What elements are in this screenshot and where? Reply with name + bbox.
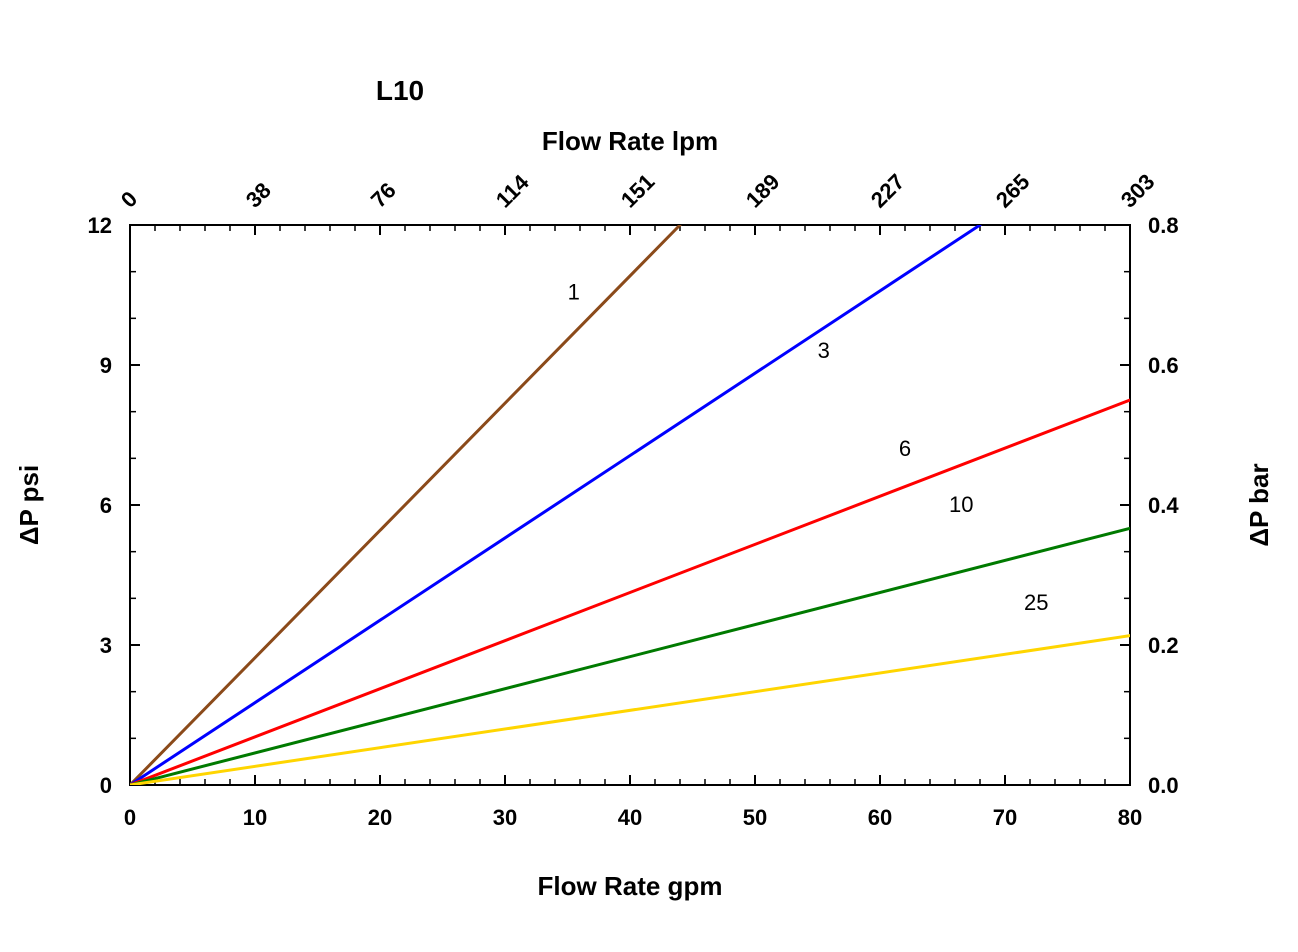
- chart-title: L10: [376, 75, 424, 106]
- y-left-axis-label: ΔP psi: [14, 465, 44, 545]
- x-bottom-tick-label: 0: [124, 805, 136, 830]
- y-right-tick-label: 0.6: [1148, 353, 1179, 378]
- y-right-axis-label: ΔP bar: [1244, 463, 1274, 546]
- x-bottom-tick-label: 30: [493, 805, 517, 830]
- y-right-tick-label: 0.2: [1148, 633, 1179, 658]
- y-left-tick-label: 3: [100, 633, 112, 658]
- y-right-tick-label: 0.8: [1148, 213, 1179, 238]
- y-right-tick-label: 0.4: [1148, 493, 1179, 518]
- x-bottom-tick-label: 40: [618, 805, 642, 830]
- x-bottom-tick-label: 10: [243, 805, 267, 830]
- y-left-tick-label: 9: [100, 353, 112, 378]
- x-bottom-axis-label: Flow Rate gpm: [538, 871, 723, 901]
- x-top-axis-label: Flow Rate lpm: [542, 126, 718, 156]
- y-right-tick-label: 0.0: [1148, 773, 1179, 798]
- chart-container: 0102030405060708003876114151189227265303…: [0, 0, 1298, 952]
- x-bottom-tick-label: 60: [868, 805, 892, 830]
- y-left-tick-label: 6: [100, 493, 112, 518]
- x-bottom-tick-label: 70: [993, 805, 1017, 830]
- series-label-1: 1: [568, 280, 580, 305]
- series-label-25: 25: [1024, 590, 1048, 615]
- y-left-tick-label: 0: [100, 773, 112, 798]
- pressure-flow-chart: 0102030405060708003876114151189227265303…: [0, 0, 1298, 952]
- x-bottom-tick-label: 20: [368, 805, 392, 830]
- series-label-6: 6: [899, 436, 911, 461]
- series-label-10: 10: [949, 492, 973, 517]
- x-bottom-tick-label: 80: [1118, 805, 1142, 830]
- x-bottom-tick-label: 50: [743, 805, 767, 830]
- series-label-3: 3: [818, 338, 830, 363]
- y-left-tick-label: 12: [88, 213, 112, 238]
